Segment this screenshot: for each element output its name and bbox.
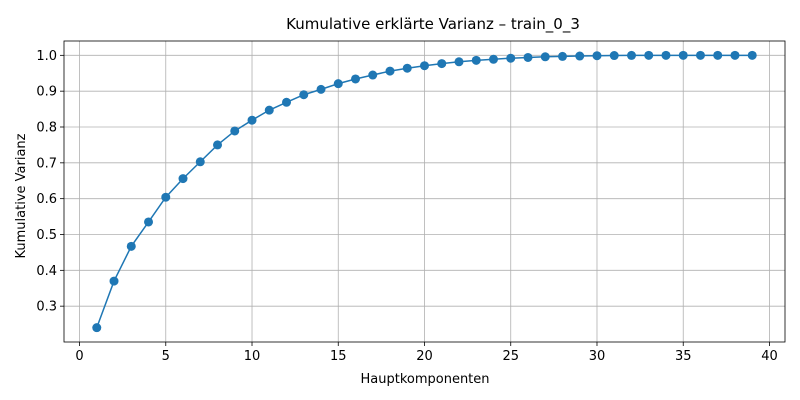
data-point (592, 51, 602, 61)
x-axis-ticks: 0 5 10 15 20 25 30 35 40 (75, 342, 778, 364)
data-point (557, 51, 567, 61)
y-tick-label: 0.8 (36, 121, 57, 136)
y-tick-label: 0.5 (36, 228, 57, 243)
data-point (230, 126, 240, 136)
data-point (747, 50, 757, 60)
data-point (713, 50, 723, 60)
data-point (626, 50, 636, 60)
data-point (678, 50, 688, 60)
y-tick-label: 0.9 (36, 85, 57, 100)
data-point (299, 90, 309, 100)
data-point (333, 79, 343, 89)
chart-title: Kumulative erklärte Varianz – train_0_3 (286, 15, 580, 34)
x-tick-label: 40 (761, 349, 778, 364)
data-point (420, 61, 429, 71)
grid-lines (64, 41, 785, 342)
data-point (161, 192, 171, 202)
data-point (575, 51, 585, 61)
x-tick-label: 20 (416, 349, 433, 364)
y-tick-label: 0.3 (36, 300, 57, 315)
y-axis-ticks: 0.3 0.4 0.5 0.6 0.7 0.8 0.9 1.0 (36, 49, 64, 315)
data-point (264, 105, 274, 115)
data-point (523, 52, 533, 62)
data-point (178, 174, 188, 184)
data-points (92, 50, 757, 333)
x-tick-label: 35 (675, 349, 692, 364)
data-point (609, 51, 619, 61)
data-point (195, 157, 205, 167)
data-point (109, 276, 119, 286)
y-tick-label: 0.7 (36, 156, 57, 171)
x-tick-label: 10 (244, 349, 261, 364)
x-tick-label: 5 (162, 349, 170, 364)
data-point (144, 217, 154, 227)
data-point (351, 74, 361, 84)
data-point (92, 323, 102, 333)
data-point (471, 55, 481, 65)
plot-frame (63, 40, 786, 343)
x-axis-label: Hauptkomponenten (360, 372, 489, 387)
x-tick-label: 15 (330, 349, 347, 364)
data-point (454, 57, 464, 67)
data-point (506, 53, 516, 63)
y-axis-label: Kumulative Varianz (14, 133, 29, 258)
x-tick-label: 0 (75, 349, 83, 364)
data-point (488, 54, 498, 64)
data-point (661, 50, 671, 60)
data-point (540, 52, 550, 62)
y-tick-label: 0.4 (36, 264, 57, 279)
data-point (385, 66, 395, 76)
x-tick-label: 30 (589, 349, 606, 364)
y-tick-label: 1.0 (36, 49, 57, 64)
data-point (126, 241, 136, 251)
data-point (247, 115, 257, 125)
y-tick-label: 0.6 (36, 192, 57, 207)
data-point (368, 70, 378, 80)
data-point (695, 50, 705, 60)
data-point (644, 50, 654, 60)
data-point (437, 59, 447, 69)
data-point (282, 97, 292, 107)
x-tick-label: 25 (502, 349, 519, 364)
data-point (316, 84, 326, 94)
data-point (402, 63, 412, 73)
data-point (730, 50, 740, 60)
data-point (213, 140, 223, 150)
